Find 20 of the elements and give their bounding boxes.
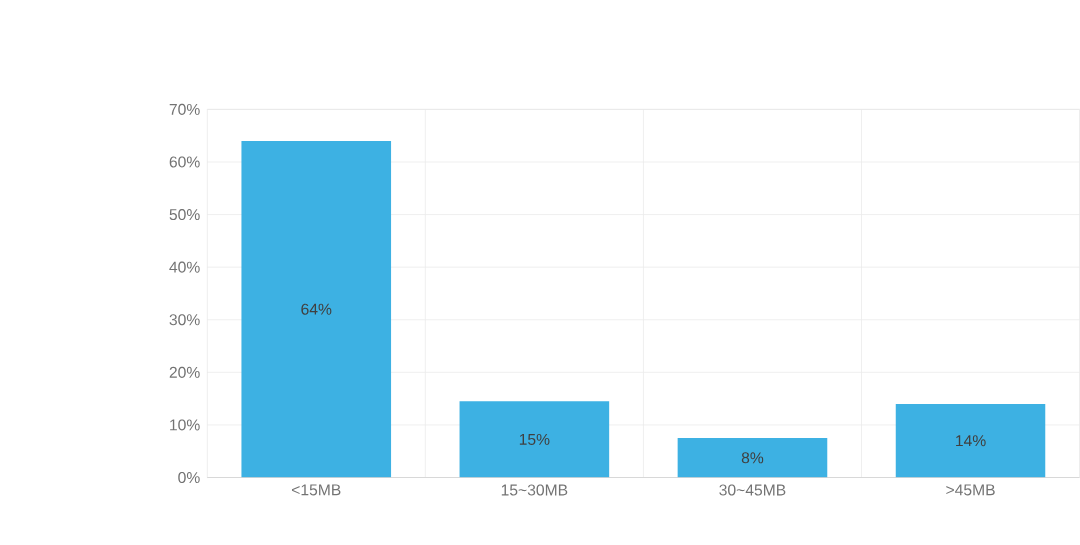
- data-label: 8%: [741, 452, 764, 464]
- x-tick-label: 15~30MB: [501, 484, 568, 496]
- bar: [241, 140, 392, 478]
- y-tick-label: 20%: [169, 366, 200, 378]
- bar: [677, 437, 828, 478]
- y-tick-label: 70%: [169, 103, 200, 115]
- y-tick-label: 30%: [169, 314, 200, 326]
- y-tick-label: 10%: [170, 419, 200, 431]
- y-tick-label: 0%: [178, 471, 200, 483]
- y-tick-label: 40%: [169, 261, 200, 273]
- data-label: 64%: [301, 303, 332, 315]
- x-tick-label: 30~45MB: [719, 484, 786, 496]
- x-tick-label: >45MB: [946, 484, 995, 496]
- y-tick-label: 60%: [169, 156, 200, 168]
- bar: [895, 403, 1046, 478]
- y-tick-label: 50%: [169, 208, 200, 220]
- bar: [459, 401, 610, 478]
- data-label: 14%: [956, 435, 986, 447]
- data-label: 15%: [519, 433, 550, 445]
- x-tick-label: <15MB: [291, 484, 341, 496]
